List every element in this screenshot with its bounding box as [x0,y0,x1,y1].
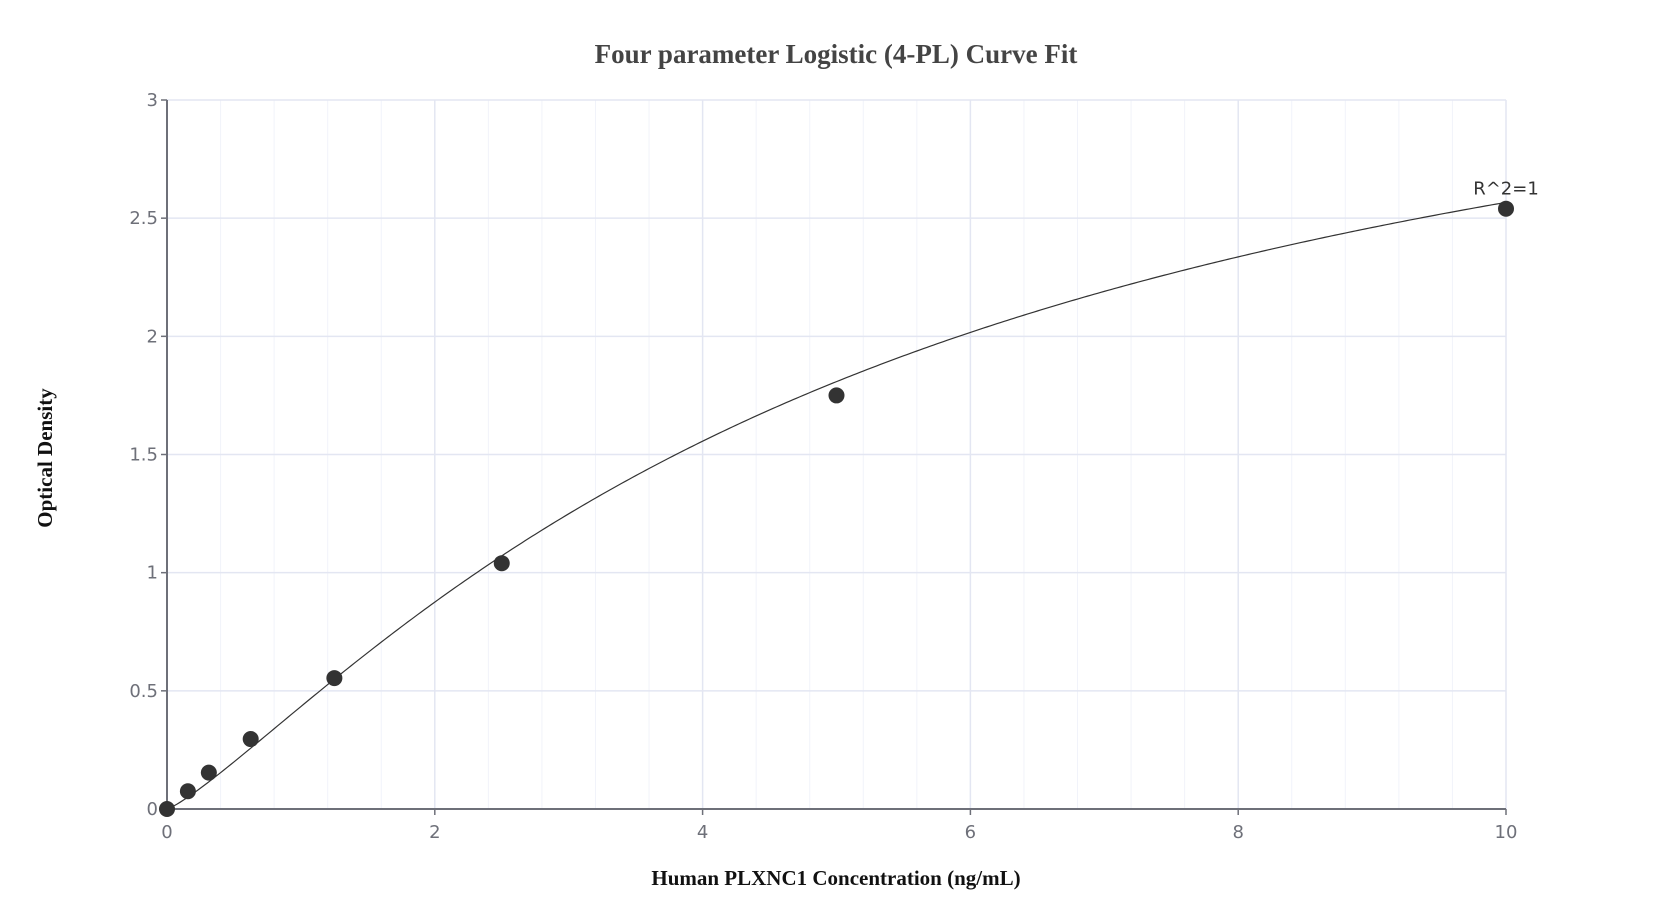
x-tick-label: 0 [161,822,172,843]
data-point [326,670,343,687]
y-axis-title: Optical Density [33,388,57,528]
fit-curve [166,201,1507,810]
r-squared-annotation: R^2=1 [1473,179,1539,200]
grid-lines [166,99,1507,810]
x-axis-tick-labels: 0 2 4 6 8 10 [161,822,1517,843]
data-point [493,555,510,572]
y-tick-label: 1.5 [129,445,158,466]
x-tick-label: 8 [1232,822,1243,843]
chart-title: Four parameter Logistic (4-PL) Curve Fit [595,39,1078,69]
y-tick-label: 2 [147,326,158,347]
y-tick-label: 0.5 [129,681,158,702]
data-point [179,783,196,800]
x-axis-title: Human PLXNC1 Concentration (ng/mL) [651,866,1020,890]
data-point [242,731,259,748]
y-tick-label: 0 [147,799,158,820]
data-point [828,387,845,404]
x-tick-label: 2 [429,822,440,843]
x-tick-label: 10 [1495,822,1518,843]
x-tick-label: 4 [697,822,708,843]
y-tick-label: 3 [147,90,158,111]
data-point [200,764,217,781]
y-tick-label: 2.5 [129,208,158,229]
data-point [159,801,175,817]
data-points [159,200,1514,817]
data-point [1498,200,1514,217]
y-tick-label: 1 [147,563,158,584]
y-axis-tick-labels: 0 0.5 1 1.5 2 2.5 3 [129,90,158,820]
x-tick-label: 6 [965,822,976,843]
axes [161,99,1507,815]
